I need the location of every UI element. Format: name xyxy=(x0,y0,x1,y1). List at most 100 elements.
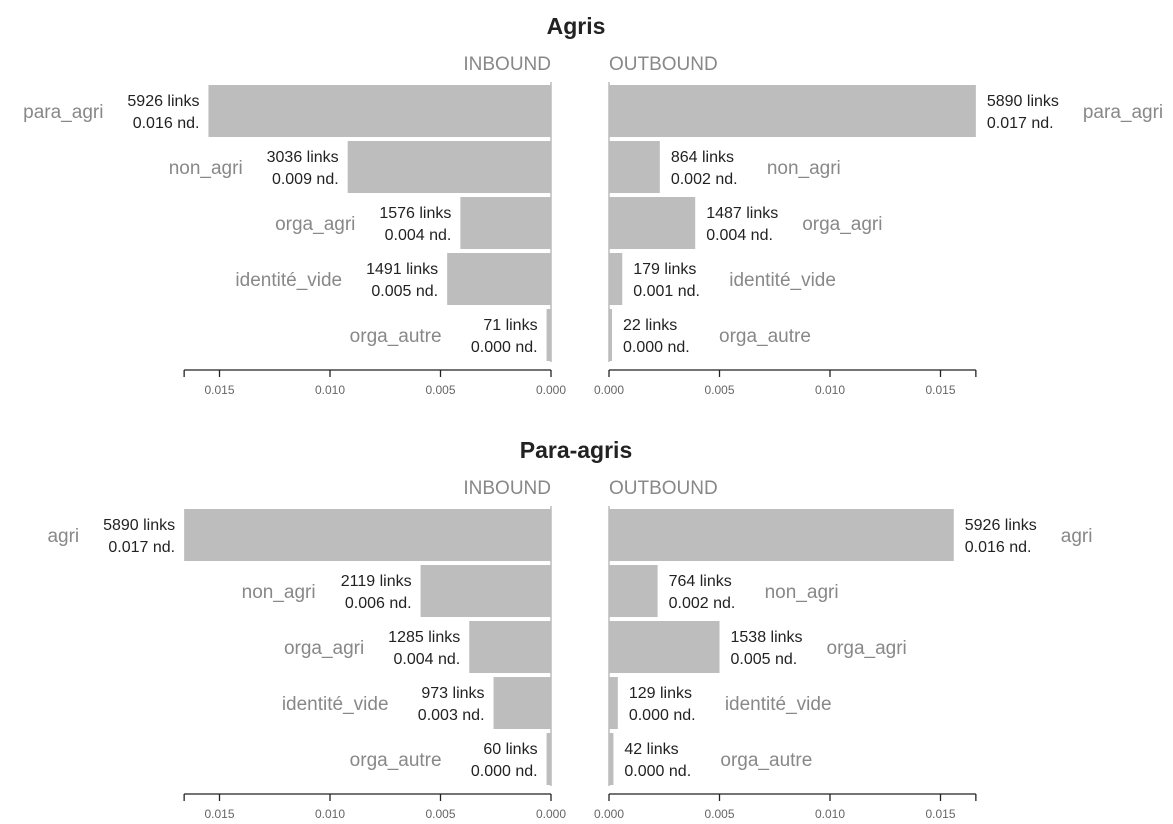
inbound-links-label: 973 links xyxy=(421,685,484,702)
inbound-density-label: 0.004 nd. xyxy=(393,651,460,668)
outbound-category-label: identité_vide xyxy=(729,270,836,291)
inbound-category-label: orga_agri xyxy=(284,638,364,659)
inbound-tick-label: 0.000 xyxy=(536,383,566,397)
outbound-density-label: 0.000 nd. xyxy=(623,339,690,356)
inbound-tick-label: 0.005 xyxy=(425,807,455,819)
outbound-bar xyxy=(609,565,658,617)
inbound-bar xyxy=(420,565,551,617)
inbound-bar xyxy=(347,141,551,193)
inbound-bar xyxy=(493,677,551,729)
outbound-bar xyxy=(609,621,720,673)
outbound-category-label: para_agri xyxy=(1083,102,1163,123)
outbound-tick-label: 0.000 xyxy=(594,807,624,819)
outbound-links-label: 864 links xyxy=(671,149,734,166)
outbound-density-label: 0.016 nd. xyxy=(965,539,1032,556)
inbound-density-label: 0.009 nd. xyxy=(272,171,339,188)
inbound-bar xyxy=(460,197,551,249)
outbound-links-label: 22 links xyxy=(623,317,677,334)
inbound-links-label: 1285 links xyxy=(388,629,460,646)
inbound-category-label: non_agri xyxy=(169,158,243,179)
outbound-tick-label: 0.005 xyxy=(704,807,734,819)
outbound-tick-label: 0.015 xyxy=(925,383,955,397)
outbound-tick-label: 0.015 xyxy=(925,807,955,819)
outbound-density-label: 0.000 nd. xyxy=(629,707,696,724)
outbound-density-label: 0.017 nd. xyxy=(987,115,1054,132)
outbound-density-label: 0.004 nd. xyxy=(706,227,773,244)
outbound-links-label: 179 links xyxy=(633,261,696,278)
inbound-tick-label: 0.010 xyxy=(315,807,345,819)
outbound-category-label: orga_autre xyxy=(719,326,811,347)
inbound-links-label: 60 links xyxy=(483,741,537,758)
inbound-density-label: 0.016 nd. xyxy=(133,115,200,132)
inbound-links-label: 2119 links xyxy=(341,573,412,590)
outbound-density-label: 0.002 nd. xyxy=(669,595,736,612)
outbound-bar xyxy=(609,677,618,729)
outbound-bar xyxy=(609,141,660,193)
panel-title: Para-agris xyxy=(520,437,633,463)
outbound-bar xyxy=(609,85,976,137)
inbound-bar xyxy=(208,85,551,137)
outbound-title: OUTBOUND xyxy=(609,478,718,499)
outbound-density-label: 0.005 nd. xyxy=(731,651,798,668)
outbound-bar xyxy=(609,309,612,361)
inbound-bar xyxy=(546,309,551,361)
inbound-title: INBOUND xyxy=(463,54,551,75)
panel-title: Agris xyxy=(547,13,606,39)
inbound-density-label: 0.003 nd. xyxy=(418,707,485,724)
outbound-bar xyxy=(609,733,614,785)
inbound-title: INBOUND xyxy=(463,478,551,499)
outbound-tick-label: 0.010 xyxy=(815,807,845,819)
outbound-category-label: non_agri xyxy=(767,158,841,179)
outbound-bar xyxy=(609,509,954,561)
inbound-links-label: 5890 links xyxy=(103,517,175,534)
outbound-category-label: orga_autre xyxy=(720,750,812,771)
outbound-category-label: agri xyxy=(1061,526,1093,547)
outbound-links-label: 1487 links xyxy=(706,205,778,222)
inbound-bar xyxy=(469,621,551,673)
inbound-density-label: 0.006 nd. xyxy=(345,595,412,612)
inbound-category-label: identité_vide xyxy=(235,270,342,291)
inbound-links-label: 1576 links xyxy=(379,205,451,222)
inbound-category-label: identité_vide xyxy=(282,694,389,715)
inbound-tick-label: 0.010 xyxy=(315,383,345,397)
outbound-links-label: 5890 links xyxy=(987,93,1059,110)
inbound-links-label: 71 links xyxy=(483,317,537,334)
inbound-bar xyxy=(546,733,551,785)
inbound-links-label: 3036 links xyxy=(267,149,339,166)
inbound-bar xyxy=(184,509,551,561)
inbound-category-label: orga_autre xyxy=(350,750,442,771)
outbound-tick-label: 0.005 xyxy=(704,383,734,397)
outbound-links-label: 764 links xyxy=(669,573,732,590)
outbound-tick-label: 0.010 xyxy=(815,383,845,397)
inbound-tick-label: 0.005 xyxy=(425,383,455,397)
outbound-category-label: non_agri xyxy=(765,582,839,603)
inbound-category-label: orga_agri xyxy=(275,214,355,235)
outbound-density-label: 0.001 nd. xyxy=(633,283,700,300)
inbound-category-label: orga_autre xyxy=(350,326,442,347)
outbound-title: OUTBOUND xyxy=(609,54,718,75)
inbound-tick-label: 0.015 xyxy=(204,383,234,397)
outbound-tick-label: 0.000 xyxy=(594,383,624,397)
outbound-density-label: 0.002 nd. xyxy=(671,171,738,188)
outbound-density-label: 0.000 nd. xyxy=(624,763,691,780)
inbound-density-label: 0.004 nd. xyxy=(385,227,452,244)
outbound-bar xyxy=(609,253,623,305)
inbound-tick-label: 0.000 xyxy=(536,807,566,819)
outbound-links-label: 5926 links xyxy=(965,517,1037,534)
inbound-density-label: 0.000 nd. xyxy=(471,339,538,356)
outbound-links-label: 1538 links xyxy=(731,629,803,646)
outbound-category-label: orga_agri xyxy=(802,214,882,235)
outbound-links-label: 42 links xyxy=(624,741,678,758)
inbound-category-label: agri xyxy=(47,526,79,547)
outbound-links-label: 129 links xyxy=(629,685,692,702)
outbound-category-label: orga_agri xyxy=(827,638,907,659)
outbound-category-label: identité_vide xyxy=(725,694,832,715)
inbound-density-label: 0.000 nd. xyxy=(471,763,538,780)
inbound-category-label: non_agri xyxy=(242,582,316,603)
inbound-bar xyxy=(447,253,551,305)
outbound-bar xyxy=(609,197,696,249)
inbound-links-label: 1491 links xyxy=(366,261,438,278)
inbound-category-label: para_agri xyxy=(23,102,103,123)
inbound-tick-label: 0.015 xyxy=(204,807,234,819)
